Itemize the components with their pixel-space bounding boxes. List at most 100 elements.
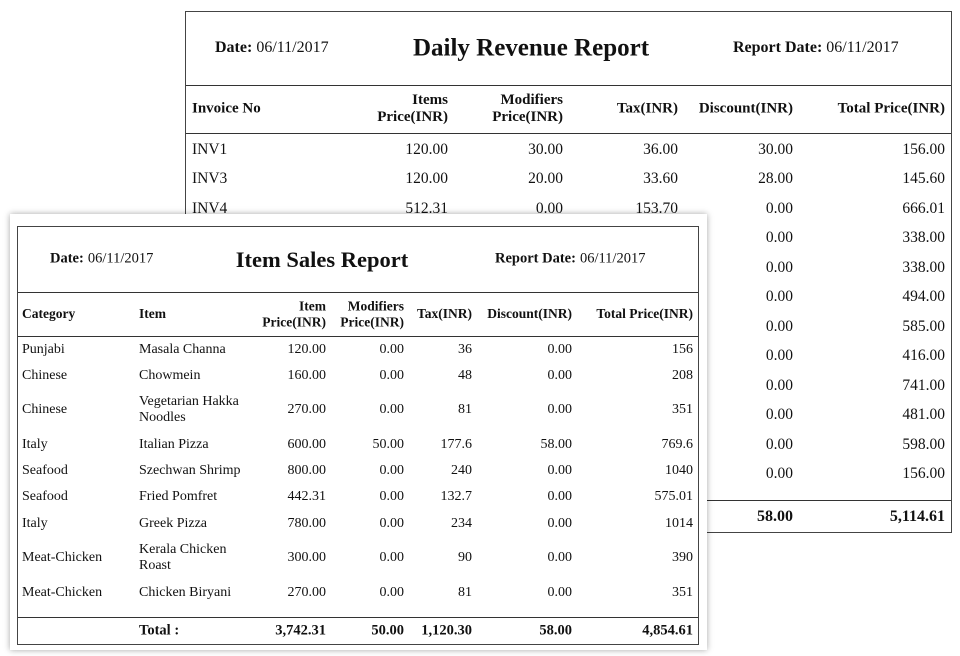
table-cell: 390 (672, 549, 693, 565)
table-cell: 741.00 (902, 377, 945, 395)
table-cell: 0.00 (547, 515, 573, 531)
table-cell: Chowmein (139, 367, 201, 383)
value: 06/11/2017 (256, 38, 329, 56)
table-cell: 58.00 (540, 436, 573, 452)
divider (18, 292, 698, 293)
table-cell: 28.00 (758, 170, 793, 188)
column-header: Invoice No (192, 100, 261, 117)
table-cell: 800.00 (287, 462, 327, 478)
table-cell: 270.00 (287, 584, 327, 600)
table-cell: 208 (672, 367, 693, 383)
table-cell: Punjabi (22, 341, 65, 357)
table-cell: Italian Pizza (139, 436, 209, 452)
table-cell: 160.00 (287, 367, 327, 383)
column-header: Item Price(INR) (262, 298, 326, 329)
value: 06/11/2017 (579, 250, 646, 267)
table-cell: Greek Pizza (139, 515, 208, 531)
divider (186, 85, 951, 86)
table-cell: Seafood (22, 462, 68, 478)
table-cell: 0.00 (765, 229, 793, 247)
table-cell: 0.00 (547, 584, 573, 600)
table-cell: 575.01 (654, 488, 694, 504)
table-cell: Meat-Chicken (22, 584, 103, 600)
table-cell: 90 (458, 549, 472, 565)
table-cell: 0.00 (765, 465, 793, 483)
table-cell: 666.01 (902, 200, 945, 218)
table-cell: 0.00 (379, 401, 405, 417)
table-cell: 177.6 (440, 436, 473, 452)
table-cell: 512.31 (405, 200, 448, 218)
table-cell: 120.00 (287, 341, 327, 357)
table-cell: 0.00 (547, 549, 573, 565)
table-cell: 0.00 (765, 259, 793, 277)
table-cell: 30.00 (758, 141, 793, 159)
column-header: Items Price(INR) (377, 91, 448, 125)
column-header: Modifiers Price(INR) (492, 91, 563, 125)
table-cell: 0.00 (765, 318, 793, 336)
table-cell: 156.00 (902, 465, 945, 483)
table-cell: 598.00 (902, 436, 945, 454)
table-cell: 0.00 (765, 377, 793, 395)
table-cell: Szechwan Shrimp (139, 462, 241, 478)
divider (18, 617, 698, 618)
table-cell: Italy (22, 436, 48, 452)
table-cell: 338.00 (902, 229, 945, 247)
table-cell: 120.00 (405, 141, 448, 159)
report-date: Report Date: 06/11/2017 (733, 39, 899, 57)
table-cell: 0.00 (765, 436, 793, 454)
value: 06/11/2017 (87, 250, 154, 267)
table-cell: 0.00 (379, 549, 405, 565)
table-cell: 0.00 (379, 462, 405, 478)
table-cell: 442.31 (287, 488, 327, 504)
report-date: Report Date: 06/11/2017 (495, 251, 645, 268)
table-cell: INV3 (192, 170, 228, 188)
column-header: Item (139, 306, 166, 322)
value: 06/11/2017 (826, 38, 899, 56)
table-cell: 338.00 (902, 259, 945, 277)
table-cell: 132.7 (440, 488, 473, 504)
table-cell: 0.00 (547, 341, 573, 357)
table-cell: 30.00 (528, 141, 563, 159)
table-cell: 33.60 (643, 170, 678, 188)
label: Report Date: (495, 250, 576, 267)
table-cell: 156 (672, 341, 693, 357)
table-cell: Chinese (22, 367, 68, 383)
table-cell: Masala Channa (139, 341, 226, 357)
total-cell: 58.00 (757, 507, 793, 525)
table-cell: 156.00 (902, 141, 945, 159)
label: Report Date: (733, 38, 823, 56)
table-cell: 585.00 (902, 318, 945, 336)
column-header: Discount(INR) (698, 100, 793, 117)
column-header: Tax(INR) (616, 100, 678, 117)
table-cell: 481.00 (902, 406, 945, 424)
table-cell: 0.00 (547, 462, 573, 478)
table-cell: 81 (458, 584, 472, 600)
table-cell: 50.00 (372, 436, 405, 452)
table-cell: Fried Pomfret (139, 488, 218, 504)
table-cell: 36.00 (643, 141, 678, 159)
table-cell: 36 (458, 341, 472, 357)
table-cell: 780.00 (287, 515, 327, 531)
total-cell: 58.00 (539, 622, 572, 639)
table-cell: 0.00 (765, 347, 793, 365)
table-cell: Seafood (22, 488, 68, 504)
table-cell: Chinese (22, 401, 68, 417)
total-cell: 1,120.30 (421, 622, 472, 639)
table-cell: 20.00 (528, 170, 563, 188)
table-cell: 81 (458, 401, 472, 417)
table-cell: Kerala Chicken Roast (139, 541, 227, 573)
column-header: Total Price(INR) (596, 306, 693, 322)
table-cell: 351 (672, 401, 693, 417)
table-cell: Vegetarian Hakka Noodles (139, 393, 239, 425)
column-header: Modifiers Price(INR) (340, 298, 404, 329)
divider (186, 133, 951, 134)
column-header: Tax(INR) (416, 306, 472, 322)
date: Date: 06/11/2017 (50, 251, 153, 268)
table-cell: 769.6 (661, 436, 694, 452)
column-header: Category (22, 306, 76, 322)
table-cell: 0.00 (379, 515, 405, 531)
table-cell: 234 (451, 515, 472, 531)
table-cell: 600.00 (287, 436, 327, 452)
table-cell: 0.00 (379, 341, 405, 357)
